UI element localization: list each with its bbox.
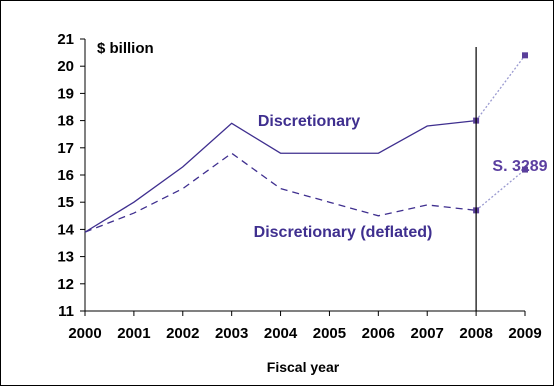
x-tick-label: 2001	[117, 325, 150, 342]
series-lines	[84, 54, 526, 233]
y-tick-label: 11	[58, 303, 74, 320]
x-tick-label: 2002	[166, 325, 199, 342]
series-label-discretionary-deflated: Discretionary (deflated)	[254, 224, 433, 241]
x-tick-label: 2007	[411, 325, 444, 342]
y-tick-label: 14	[57, 221, 74, 238]
x-tick-label: 2003	[215, 325, 248, 342]
y-tick-label: 20	[57, 58, 74, 75]
y-tick-labels: 11 12 13 14 15 16 17 18 19 20 21	[57, 31, 74, 320]
x-tick-label: 2000	[68, 325, 101, 342]
y-tick-label: 12	[57, 276, 74, 293]
y-tick-label: 17	[57, 140, 74, 157]
series-label-discretionary: Discretionary	[258, 113, 360, 130]
x-axis-title: Fiscal year	[267, 359, 340, 375]
series-projection-1	[475, 169, 526, 211]
unit-label: $ billion	[97, 40, 154, 57]
x-tick-labels: 2000 2001 2002 2003 2004 2005 2006 2007 2008 2009	[68, 325, 541, 342]
y-tick-label: 13	[57, 249, 74, 266]
y-tick-label: 16	[57, 167, 74, 184]
y-tick-label: 19	[57, 85, 74, 102]
series-line-0	[84, 119, 477, 233]
x-tick-label: 2004	[264, 325, 298, 342]
series-line-1	[84, 152, 477, 233]
series-marker-1	[522, 166, 528, 173]
y-tick-label: 21	[57, 31, 74, 48]
annotation-label: S. 3289	[492, 158, 547, 175]
series-projection-0	[475, 54, 526, 121]
x-tick-label: 2008	[459, 325, 492, 342]
y-tick-label: 18	[57, 113, 74, 130]
x-tick-label: 2009	[508, 325, 541, 342]
y-tick-label: 15	[57, 194, 74, 211]
chart-axes	[80, 38, 526, 316]
series-marker-0	[522, 52, 528, 59]
x-tick-label: 2006	[362, 325, 395, 342]
x-tick-label: 2005	[313, 325, 346, 342]
